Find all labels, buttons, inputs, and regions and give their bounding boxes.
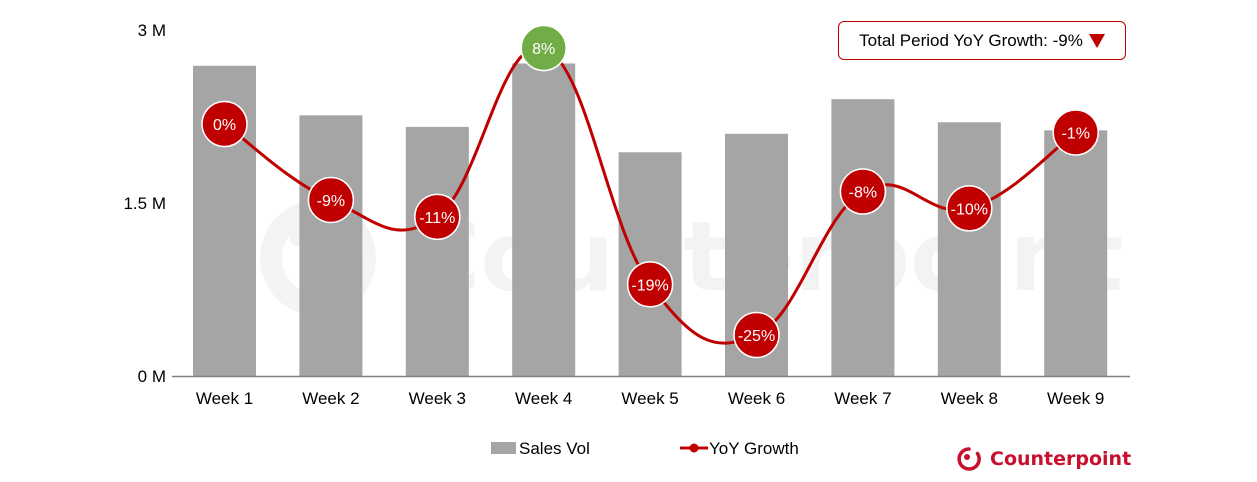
- growth-marker: -25%: [733, 311, 780, 359]
- legend: Sales Vol YoY Growth: [491, 439, 799, 458]
- down-triangle-icon: [1088, 34, 1105, 48]
- growth-marker-label: -8%: [849, 185, 877, 202]
- counterpoint-logo-icon: [957, 447, 981, 471]
- legend-swatch-sales: [491, 442, 516, 454]
- brand-name: Counterpoint: [990, 448, 1132, 470]
- y-tick-label: 1.5 M: [123, 194, 166, 213]
- x-tick-label: Week 5: [621, 389, 678, 408]
- growth-marker: -19%: [626, 261, 674, 308]
- growth-marker: -8%: [839, 168, 887, 215]
- growth-marker: -1%: [1052, 109, 1099, 156]
- x-tick-label: Week 1: [196, 389, 253, 408]
- growth-marker: 0%: [201, 100, 248, 148]
- growth-markers: 0% -9% -11% 8% -19% -25% -8% -10% -1%: [201, 24, 1099, 359]
- x-tick-label: Week 3: [409, 389, 466, 408]
- bar: [937, 122, 1001, 377]
- bar: [1044, 130, 1108, 376]
- growth-marker-label: 0%: [213, 117, 236, 134]
- legend-label-growth: YoY Growth: [709, 439, 799, 458]
- legend-label-sales: Sales Vol: [519, 439, 590, 458]
- growth-marker: -10%: [946, 185, 993, 232]
- growth-marker-label: -19%: [631, 277, 668, 294]
- x-tick-label: Week 7: [834, 389, 891, 408]
- growth-marker: 8%: [520, 24, 567, 72]
- growth-marker-label: -1%: [1061, 125, 1089, 142]
- growth-marker: -9%: [307, 176, 355, 224]
- x-tick-label: Week 9: [1047, 389, 1104, 408]
- y-tick-label: 3 M: [138, 21, 166, 40]
- bar: [299, 115, 363, 376]
- growth-marker-label: -9%: [317, 193, 345, 210]
- bar: [405, 126, 469, 376]
- x-tick-label: Week 4: [515, 389, 572, 408]
- x-tick-label: Week 6: [728, 389, 785, 408]
- bar: [512, 63, 576, 377]
- brand-logo: Counterpoint: [956, 446, 1131, 472]
- y-axis: 0 M 1.5 M 3 M: [123, 21, 166, 386]
- x-axis: Week 1 Week 2 Week 3 Week 4 Week 5 Week 6 Week…: [196, 389, 1105, 408]
- growth-marker-label: -11%: [419, 210, 455, 227]
- growth-marker-label: -25%: [738, 328, 775, 345]
- y-tick-label: 0 M: [138, 367, 166, 386]
- x-tick-label: Week 2: [302, 389, 359, 408]
- bar: [831, 99, 895, 376]
- legend-swatch-growth-marker: [689, 443, 699, 453]
- total-growth-annotation: Total Period YoY Growth: -9%: [838, 21, 1126, 60]
- growth-marker-label: -10%: [951, 201, 988, 218]
- total-growth-label: Total Period YoY Growth: -9%: [859, 30, 1083, 50]
- x-tick-label: Week 8: [941, 389, 998, 408]
- growth-marker: -11%: [414, 193, 461, 241]
- growth-marker-label: 8%: [532, 41, 555, 58]
